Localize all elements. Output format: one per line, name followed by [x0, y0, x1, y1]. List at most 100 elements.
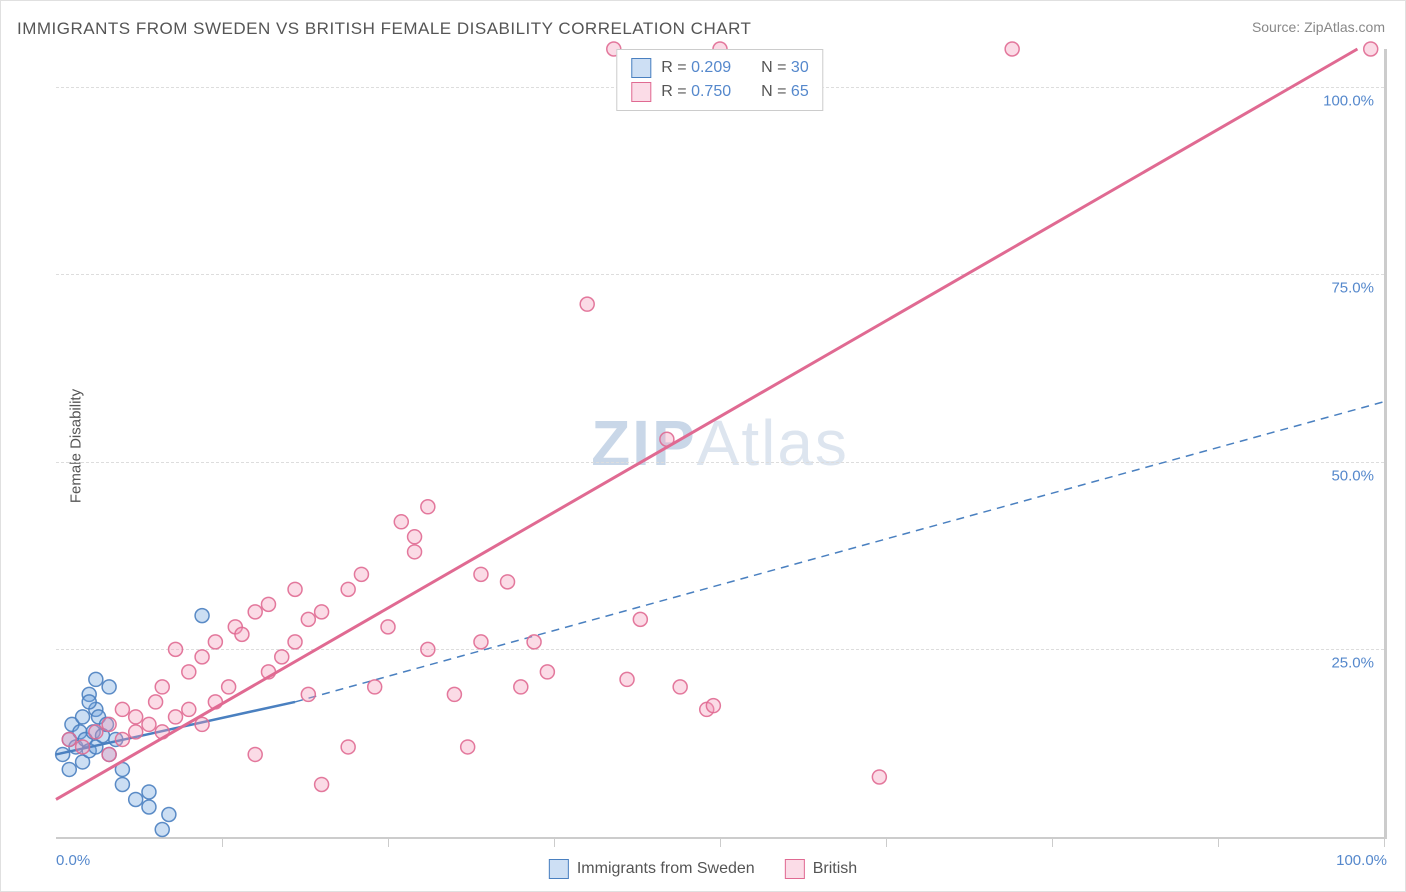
- data-point: [248, 747, 262, 761]
- data-point: [62, 762, 76, 776]
- data-point: [222, 680, 236, 694]
- data-point: [408, 545, 422, 559]
- data-point: [62, 732, 76, 746]
- x-tick: [886, 837, 887, 847]
- data-point: [633, 612, 647, 626]
- data-point: [514, 680, 528, 694]
- x-tick: [1052, 837, 1053, 847]
- source-label: Source: ZipAtlas.com: [1252, 19, 1385, 35]
- data-point: [76, 710, 90, 724]
- data-point: [394, 515, 408, 529]
- data-point: [155, 822, 169, 836]
- stat-r-label: R = 0.750: [661, 83, 731, 101]
- stat-n-value: 30: [791, 59, 809, 76]
- data-point: [381, 620, 395, 634]
- data-point: [102, 747, 116, 761]
- x-tick: [388, 837, 389, 847]
- data-point: [182, 665, 196, 679]
- data-point: [195, 609, 209, 623]
- data-point: [301, 687, 315, 701]
- legend-swatch: [631, 58, 651, 78]
- trendline: [56, 49, 1357, 799]
- data-point: [89, 725, 103, 739]
- data-point: [527, 635, 541, 649]
- data-point: [275, 650, 289, 664]
- data-point: [76, 740, 90, 754]
- legend-label: Immigrants from Sweden: [577, 860, 755, 878]
- data-point: [89, 672, 103, 686]
- data-point: [368, 680, 382, 694]
- data-point: [102, 717, 116, 731]
- data-point: [235, 627, 249, 641]
- data-point: [142, 785, 156, 799]
- data-point: [315, 605, 329, 619]
- data-point: [706, 699, 720, 713]
- x-tick-label-min: 0.0%: [56, 852, 90, 869]
- legend-item: Immigrants from Sweden: [549, 859, 755, 879]
- stat-r-value: 0.209: [691, 59, 731, 76]
- data-point: [447, 687, 461, 701]
- legend-swatch: [785, 859, 805, 879]
- data-point: [261, 597, 275, 611]
- data-point: [115, 702, 129, 716]
- data-point: [129, 725, 143, 739]
- x-tick-label-max: 100.0%: [1336, 852, 1387, 869]
- data-point: [580, 297, 594, 311]
- x-tick: [720, 837, 721, 847]
- stat-r-value: 0.750: [691, 83, 731, 100]
- data-point: [461, 740, 475, 754]
- data-point: [501, 575, 515, 589]
- data-point: [142, 800, 156, 814]
- bottom-legend: Immigrants from Sweden British: [549, 859, 857, 879]
- data-point: [102, 680, 116, 694]
- trendline-extended: [295, 402, 1384, 702]
- data-point: [288, 635, 302, 649]
- data-point: [162, 807, 176, 821]
- data-point: [129, 710, 143, 724]
- data-point: [620, 672, 634, 686]
- data-point: [872, 770, 886, 784]
- legend-item: British: [785, 859, 857, 879]
- data-point: [301, 612, 315, 626]
- data-point: [288, 582, 302, 596]
- data-point: [149, 695, 163, 709]
- data-point: [421, 500, 435, 514]
- data-point: [474, 635, 488, 649]
- x-tick: [1218, 837, 1219, 847]
- legend-stats-row: R = 0.209 N = 30: [631, 56, 808, 80]
- data-point: [142, 717, 156, 731]
- data-point: [474, 567, 488, 581]
- chart-title: IMMIGRANTS FROM SWEDEN VS BRITISH FEMALE…: [17, 19, 751, 39]
- data-point: [129, 792, 143, 806]
- data-point: [169, 642, 183, 656]
- data-point: [341, 740, 355, 754]
- data-point: [208, 635, 222, 649]
- data-point: [248, 605, 262, 619]
- plot-area: ZIPAtlas 25.0%50.0%75.0%100.0% R = 0.209…: [56, 49, 1387, 839]
- legend-label: British: [813, 860, 857, 878]
- data-point: [421, 642, 435, 656]
- data-point: [1005, 42, 1019, 56]
- stat-n-label: N = 65: [761, 83, 809, 101]
- data-point: [195, 650, 209, 664]
- data-point: [315, 777, 329, 791]
- data-point: [155, 680, 169, 694]
- legend-swatch: [631, 82, 651, 102]
- legend-stats-box: R = 0.209 N = 30 R = 0.750 N = 65: [616, 49, 823, 111]
- data-point: [1364, 42, 1378, 56]
- data-point: [408, 530, 422, 544]
- data-point: [169, 710, 183, 724]
- data-point: [82, 695, 96, 709]
- stat-n-label: N = 30: [761, 59, 809, 77]
- data-point: [341, 582, 355, 596]
- scatter-svg: [56, 49, 1384, 837]
- x-tick: [1384, 837, 1385, 847]
- legend-swatch: [549, 859, 569, 879]
- data-point: [115, 777, 129, 791]
- data-point: [354, 567, 368, 581]
- data-point: [182, 702, 196, 716]
- stat-r-label: R = 0.209: [661, 59, 731, 77]
- data-point: [540, 665, 554, 679]
- legend-stats-row: R = 0.750 N = 65: [631, 80, 808, 104]
- x-tick: [222, 837, 223, 847]
